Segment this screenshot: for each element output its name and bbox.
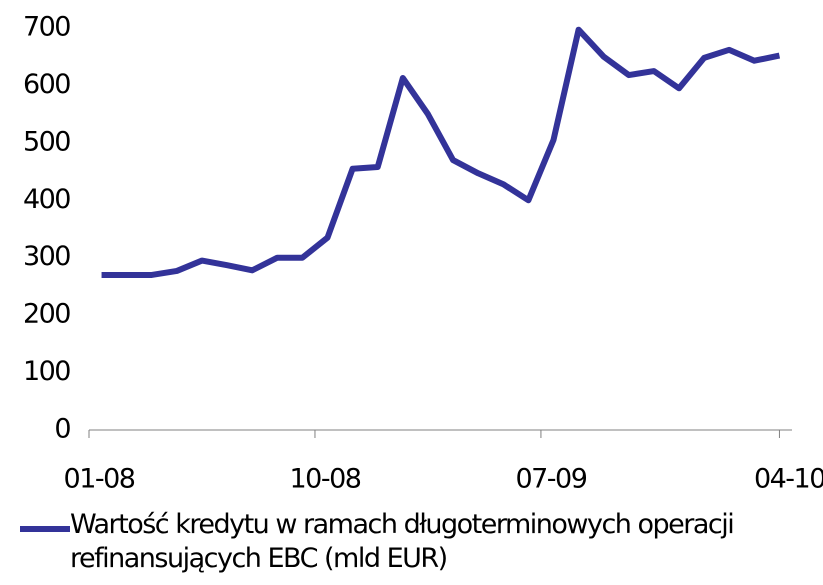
y-tick-label: 600 — [23, 69, 70, 100]
y-tick-label: 300 — [23, 241, 70, 272]
x-tick-label: 04-10 — [754, 464, 823, 495]
y-tick-label: 200 — [23, 299, 70, 330]
x-tick-label: 10-08 — [289, 464, 360, 495]
legend-swatch — [20, 526, 70, 532]
y-tick-label: 100 — [23, 356, 70, 387]
x-tick-label: 01-08 — [64, 464, 135, 495]
y-tick-label: 0 — [54, 414, 70, 445]
chart: 0 100 200 300 400 500 600 700 01-08 10-08 07-09 04-… — [23, 12, 823, 495]
legend: Wartość kredytu w ramach długoterminowyc… — [20, 508, 820, 576]
y-tick-label: 500 — [23, 126, 70, 157]
data-line — [101, 26, 781, 278]
legend-label: Wartość kredytu w ramach długoterminowyc… — [70, 509, 735, 574]
y-tick-label: 400 — [23, 184, 70, 215]
x-tick-label: 07-09 — [515, 464, 586, 495]
y-tick-label: 700 — [23, 12, 70, 43]
